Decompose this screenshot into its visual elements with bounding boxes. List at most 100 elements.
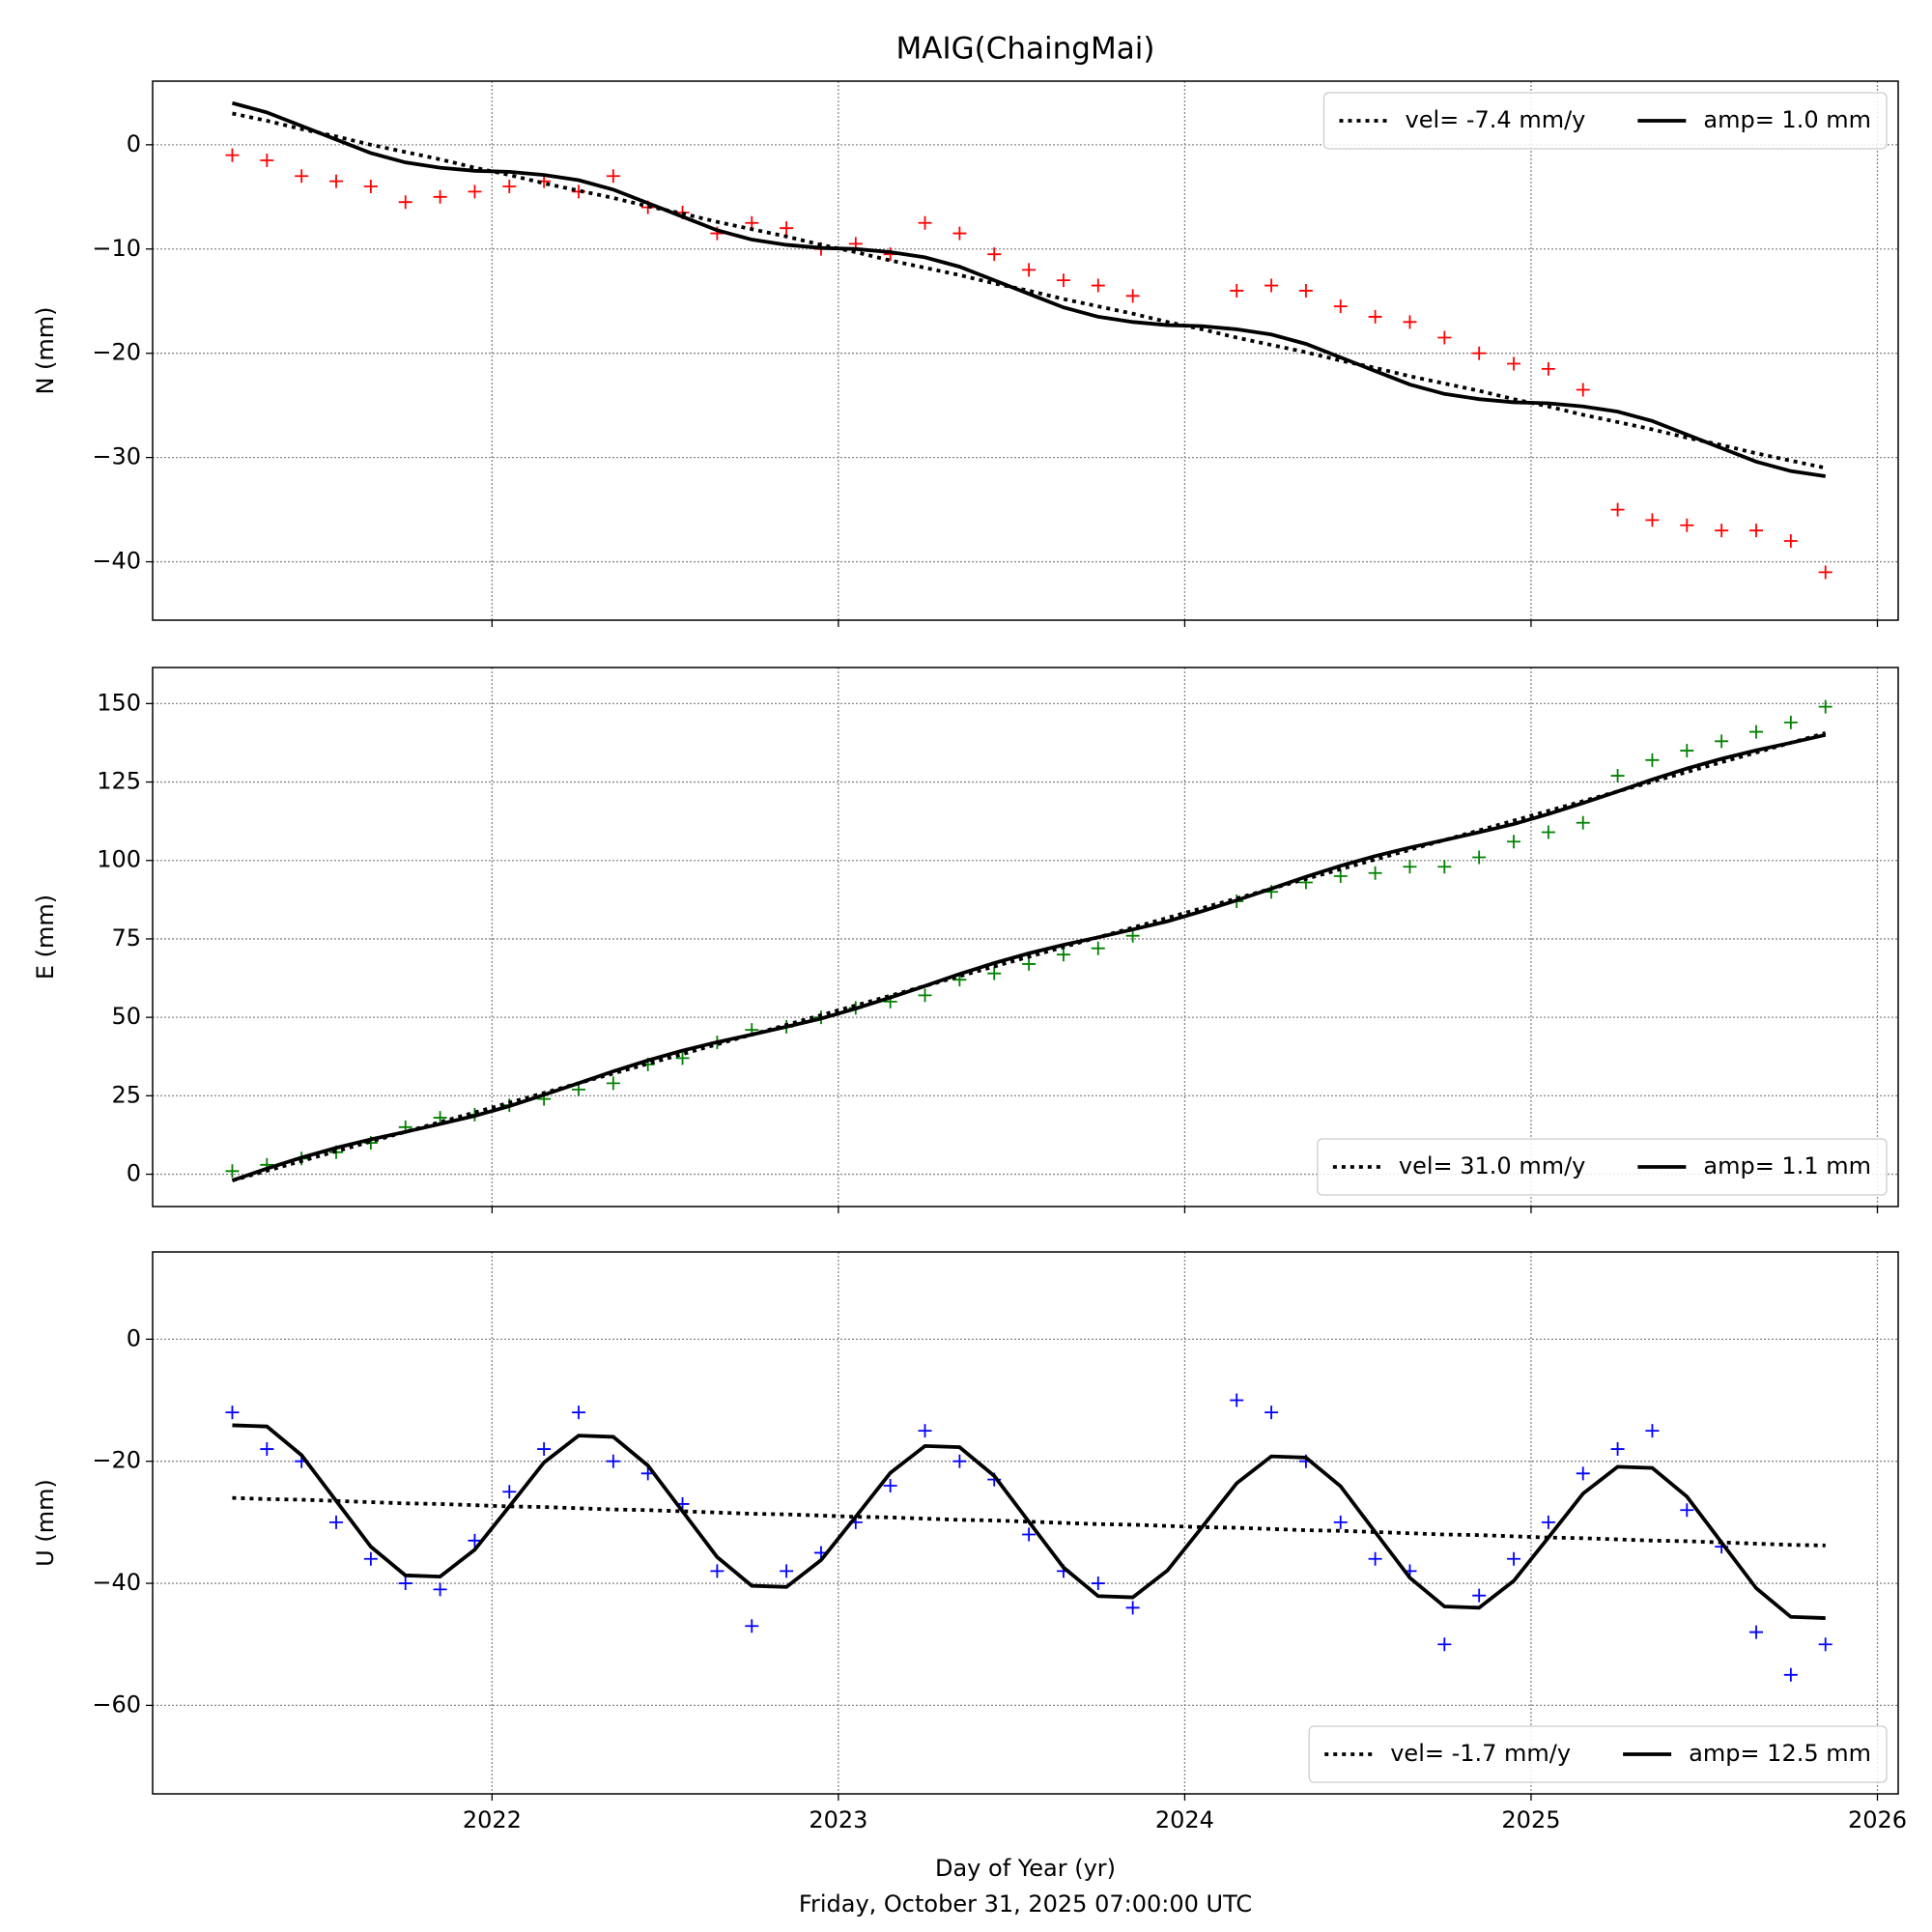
data-point xyxy=(1541,825,1555,839)
data-point xyxy=(468,1533,482,1548)
y-axis-label: E (mm) xyxy=(32,895,59,980)
data-point xyxy=(1610,1442,1625,1457)
y-tick-label: 0 xyxy=(127,1160,141,1187)
data-point xyxy=(1610,502,1625,517)
data-point xyxy=(1230,283,1244,298)
legend-label: vel= 31.0 mm/y xyxy=(1399,1152,1586,1179)
fit-line xyxy=(231,732,1827,1182)
data-point xyxy=(433,1582,447,1597)
axes-frame xyxy=(152,667,1899,1208)
y-axis-label: N (mm) xyxy=(32,306,59,394)
data-point xyxy=(675,1051,690,1065)
data-point xyxy=(398,195,412,210)
data-point xyxy=(1437,860,1452,874)
data-point xyxy=(363,180,378,194)
data-point xyxy=(537,1442,552,1457)
data-point xyxy=(1715,734,1729,749)
data-point xyxy=(1091,1577,1105,1591)
data-point xyxy=(1507,356,1521,371)
y-tick-label: 50 xyxy=(111,1003,141,1030)
x-axis-caption: Friday, October 31, 2025 07:00:00 UTC xyxy=(799,1890,1252,1918)
data-point xyxy=(1818,1637,1833,1652)
data-point xyxy=(780,221,794,236)
data-point xyxy=(1022,956,1037,971)
axes-frame xyxy=(152,80,1899,621)
y-axis-label: U (mm) xyxy=(32,1479,59,1567)
data-point xyxy=(1576,1466,1590,1481)
fit-line xyxy=(232,111,1827,470)
data-point xyxy=(502,1485,517,1499)
y-tick-label: −30 xyxy=(92,443,141,470)
data-point xyxy=(468,185,482,199)
data-point xyxy=(1680,1503,1694,1518)
data-point xyxy=(225,148,240,162)
data-point xyxy=(1541,1515,1555,1529)
data-point xyxy=(1022,263,1037,277)
data-point xyxy=(1645,513,1660,527)
legend-box xyxy=(1317,1138,1888,1196)
data-point xyxy=(1507,1551,1521,1566)
data-point xyxy=(987,966,1002,980)
data-point xyxy=(918,1424,932,1438)
data-point xyxy=(1541,361,1555,376)
x-tick-label: 2023 xyxy=(809,1806,867,1833)
chart-title: MAIG(ChaingMai) xyxy=(896,32,1155,67)
data-point xyxy=(1333,868,1348,883)
y-tick-label: 150 xyxy=(97,689,141,716)
data-point xyxy=(1333,299,1348,314)
x-tick-label: 2024 xyxy=(1155,1806,1214,1833)
x-axis-label: Day of Year (yr) xyxy=(935,1855,1116,1882)
data-point xyxy=(1818,699,1833,714)
data-point xyxy=(502,180,517,194)
data-point xyxy=(606,1076,620,1091)
data-point xyxy=(1403,315,1417,329)
y-tick-label: 0 xyxy=(127,130,141,157)
y-tick-label: −40 xyxy=(92,1569,141,1596)
data-point xyxy=(710,1564,724,1578)
data-point xyxy=(1056,948,1070,962)
data-point xyxy=(1783,533,1798,548)
y-tick-label: 75 xyxy=(111,924,141,952)
data-point xyxy=(1576,383,1590,397)
data-point xyxy=(225,1164,240,1179)
fit-line xyxy=(231,100,1826,478)
y-tick-label: −10 xyxy=(92,235,141,262)
data-point xyxy=(398,1577,412,1591)
data-point xyxy=(918,988,932,1003)
axes-frame xyxy=(152,1251,1899,1795)
data-point xyxy=(1749,1625,1763,1639)
legend-box xyxy=(1308,1725,1888,1783)
data-point xyxy=(1645,1424,1660,1438)
legend: vel= -1.7 mm/y amp= 12.5 mm xyxy=(1308,1725,1888,1783)
legend-label: amp= 1.1 mm xyxy=(1703,1152,1871,1179)
data-point xyxy=(745,1619,759,1634)
data-point xyxy=(329,174,344,188)
data-point xyxy=(1749,524,1763,538)
y-tick-label: 25 xyxy=(111,1081,141,1108)
data-point xyxy=(1507,835,1521,849)
y-tick-label: 100 xyxy=(97,846,141,873)
legend-label: amp= 12.5 mm xyxy=(1689,1740,1871,1767)
data-point xyxy=(883,1478,897,1492)
data-point xyxy=(1368,1551,1382,1566)
data-point xyxy=(363,1551,378,1566)
data-point xyxy=(1645,753,1660,767)
data-point xyxy=(606,169,620,184)
data-point xyxy=(1715,524,1729,538)
legend: vel= 31.0 mm/y amp= 1.1 mm xyxy=(1317,1138,1888,1196)
data-point xyxy=(1680,518,1694,532)
y-tick-label: 125 xyxy=(97,768,141,795)
data-point xyxy=(433,189,447,204)
data-point xyxy=(225,1406,240,1420)
data-point xyxy=(1403,860,1417,874)
y-tick-label: −20 xyxy=(92,339,141,366)
data-point xyxy=(1368,866,1382,880)
data-point xyxy=(1125,289,1140,303)
y-tick-label: 0 xyxy=(127,1324,141,1351)
data-point xyxy=(260,154,274,168)
data-point xyxy=(1783,1667,1798,1682)
data-point xyxy=(952,226,967,241)
x-tick-label: 2022 xyxy=(463,1806,522,1833)
data-point xyxy=(1818,565,1833,580)
